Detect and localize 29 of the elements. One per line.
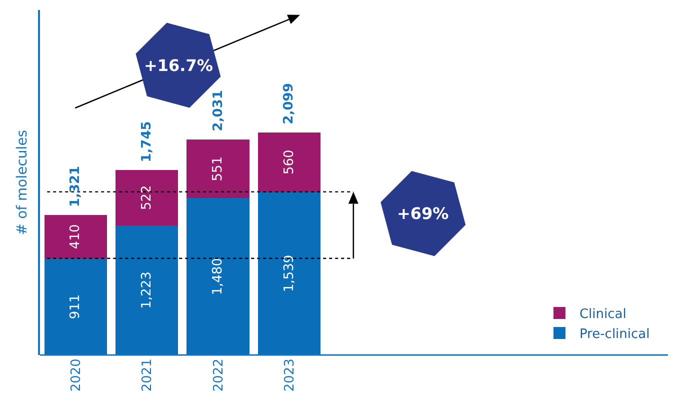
total-label: 2,099 [281,83,296,124]
bar [44,258,107,355]
legend-label: Clinical [579,307,626,322]
bar [258,132,321,192]
data-label: 1,223 [139,272,154,309]
data-label: 911 [68,294,84,320]
data-label: 560 [282,150,297,175]
bar [186,140,250,198]
total-label: 2,031 [210,90,226,132]
y-axis-title: # of molecules [14,130,30,236]
total-label: 1,745 [139,121,154,162]
x-tick-label: 2022 [211,358,226,392]
text: +69% [397,204,449,223]
text: +16.7% [144,56,213,75]
bar [116,170,178,226]
x-tick-label: 2020 [68,358,84,392]
bar [44,214,107,258]
data-label: 551 [210,156,226,182]
total-label: 1,321 [68,166,84,208]
legend-label: Pre-clinical [579,327,650,342]
bar [116,225,178,355]
bar [186,198,250,355]
data-label: 410 [68,224,84,250]
x-tick-label: 2023 [282,358,298,392]
data-label: 522 [139,185,154,210]
x-tick-label: 2021 [140,358,156,392]
data-label: 1,480 [210,258,226,296]
data-label: 1,539 [282,254,297,292]
bar [258,192,321,355]
